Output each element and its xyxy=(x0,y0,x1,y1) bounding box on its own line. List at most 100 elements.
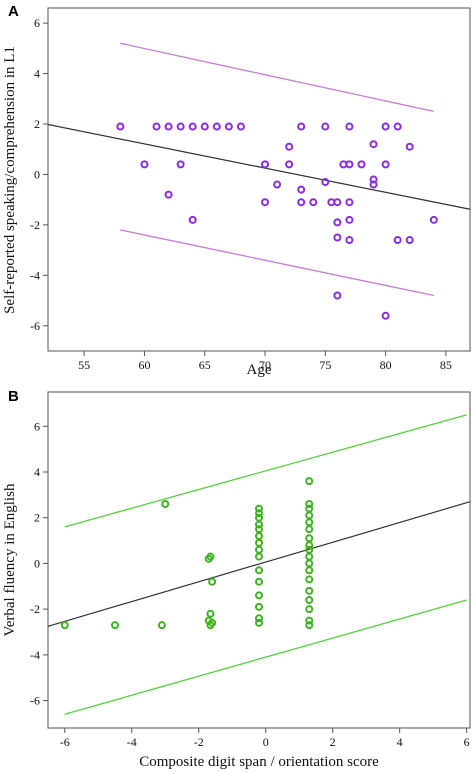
panel-b-x-tick-label: 6 xyxy=(464,735,470,749)
panel-a-y-tick-label: 6 xyxy=(34,16,40,30)
panel-b-prediction-band-lower xyxy=(64,599,467,715)
panel-b-regression-line xyxy=(47,501,471,627)
panel-b-y-tick-label: 0 xyxy=(34,556,40,570)
panel-b-data-point xyxy=(305,605,314,614)
panel-a-data-point xyxy=(345,122,354,131)
panel-a-data-point xyxy=(261,198,270,207)
panel-b-x-tick-label: -2 xyxy=(194,735,204,749)
panel-a-x-tick-label: 85 xyxy=(440,358,452,372)
panel-a-x-tick-label: 70 xyxy=(259,358,271,372)
panel-a-y-tick-label: 2 xyxy=(34,117,40,131)
panel-a-data-point xyxy=(309,198,318,207)
panel-b-data-point xyxy=(255,618,263,627)
panel-b-label: B xyxy=(8,388,19,405)
panel-a-x-tick-label: 80 xyxy=(380,358,392,372)
panel-b: B -6 -4 -2 0 2 4 6 -6 -4 -2 0 2 4 6 Composite digit s… xyxy=(2,388,471,770)
panel-b-y-tick-label: 2 xyxy=(34,511,40,525)
panel-b-y-tick-label: -6 xyxy=(30,694,40,708)
panel-a-x-axis-title: Age xyxy=(247,362,272,378)
panel-a-regression-line xyxy=(47,123,471,210)
panel-a-prediction-band-lower xyxy=(120,229,434,297)
panel-a-data-point xyxy=(345,236,354,245)
panel-b-data-point xyxy=(206,609,215,618)
panel-a-data-point xyxy=(345,215,354,224)
panel-a-x-tick-label: 65 xyxy=(199,358,211,372)
panel-a-data-point xyxy=(176,160,185,169)
panel-a-data-point xyxy=(357,160,366,169)
panel-a-data-point xyxy=(429,215,438,224)
panel-b-data-point xyxy=(255,532,263,540)
panel-a-y-tick-label: -4 xyxy=(30,268,40,282)
panel-b-data-point xyxy=(255,566,263,575)
panel-a-x-tick-label: 75 xyxy=(319,358,331,372)
panel-b-data-point xyxy=(255,513,263,522)
panel-b-data-point xyxy=(255,552,263,561)
panel-a-data-point xyxy=(405,142,414,151)
panel-a-data-point xyxy=(405,236,414,245)
panel-a-data-point xyxy=(393,122,402,131)
panel-a-data-point xyxy=(116,122,125,131)
panel-b-y-axis-title: Verbal fluency in English xyxy=(2,483,18,636)
panel-b-data-point xyxy=(255,525,263,534)
panel-b-data-point xyxy=(305,621,314,630)
panel-b-data-point xyxy=(255,509,263,518)
panel-b-y-tick-label: -2 xyxy=(30,602,40,616)
panel-a-data-point xyxy=(297,198,306,207)
panel-b-data-point xyxy=(305,552,314,561)
panel-a-data-point xyxy=(285,160,294,169)
panel-b-data-point xyxy=(305,525,314,534)
panel-b-x-tick-label: -4 xyxy=(127,735,137,749)
panel-b-data-point xyxy=(305,566,314,575)
panel-a-data-point xyxy=(285,142,294,151)
panel-a-data-point xyxy=(297,185,306,194)
panel-a-data-point xyxy=(321,178,330,187)
panel-b-data-point xyxy=(305,616,314,625)
panel-a-data-point xyxy=(369,140,378,149)
panel-b-data-point xyxy=(305,511,314,520)
panel-a-prediction-band-upper xyxy=(120,42,434,113)
panel-a-data-point xyxy=(369,180,378,189)
panel-b-data-point xyxy=(157,621,166,630)
panel-a-marks: 55 60 65 70 75 80 85 -6 -4 -2 0 2 4 6 xyxy=(30,16,471,372)
panel-a-data-point xyxy=(164,122,173,131)
panel-b-data-point xyxy=(305,541,314,550)
panel-a-data-point xyxy=(164,190,173,199)
panel-a-data-point xyxy=(224,122,233,131)
panel-b-data-point xyxy=(255,520,263,529)
panel-b-data-point xyxy=(255,591,263,600)
panel-a-data-point xyxy=(188,122,197,131)
panel-b-data-point xyxy=(60,621,69,630)
panel-a-data-point xyxy=(261,160,270,169)
panel-a-y-tick-label: 0 xyxy=(34,167,40,181)
panel-a-y-tick-label: -6 xyxy=(30,319,40,333)
panel-a-data-point xyxy=(381,311,390,320)
panel-b-y-tick-label: 6 xyxy=(34,419,40,433)
panel-b-data-point xyxy=(305,500,314,508)
panel-a-plot-frame xyxy=(47,7,471,352)
panel-a-x-tick-label: 60 xyxy=(138,358,150,372)
panel-a-y-axis-title: Self-reported speaking/comprehension in … xyxy=(2,46,18,314)
panel-b-y-tick-label: -4 xyxy=(30,648,40,662)
panel-a-y-tick-label: -2 xyxy=(30,218,40,232)
panel-a-data-point xyxy=(333,233,342,242)
panel-b-data-point xyxy=(305,596,314,604)
panel-b-y-tick-label: 4 xyxy=(34,465,40,479)
panel-b-marks: -6 -4 -2 0 2 4 6 -6 -4 -2 0 2 4 6 xyxy=(30,414,471,749)
panel-a-x-tick-label: 55 xyxy=(78,358,90,372)
panel-a-data-point xyxy=(321,122,330,131)
panel-b-plot-frame xyxy=(47,391,471,729)
panel-a-data-point xyxy=(212,122,221,131)
panel-b-data-point xyxy=(305,504,314,513)
panel-a-label: A xyxy=(8,3,19,20)
panel-a-data-point xyxy=(176,122,185,131)
panel-a-data-point xyxy=(393,236,402,245)
panel-b-data-point xyxy=(255,577,263,586)
panel-a-data-point xyxy=(345,160,354,169)
panel-a: A 55 60 65 70 75 80 85 -6 -4 -2 0 2 4 6 Age Self-repo… xyxy=(2,3,471,378)
panel-b-data-point xyxy=(255,545,263,554)
panel-b-data-point xyxy=(206,552,215,561)
panel-a-data-point xyxy=(381,122,390,131)
panel-a-data-point xyxy=(333,198,342,207)
panel-a-data-point xyxy=(333,291,342,300)
panel-b-data-point xyxy=(305,534,314,543)
